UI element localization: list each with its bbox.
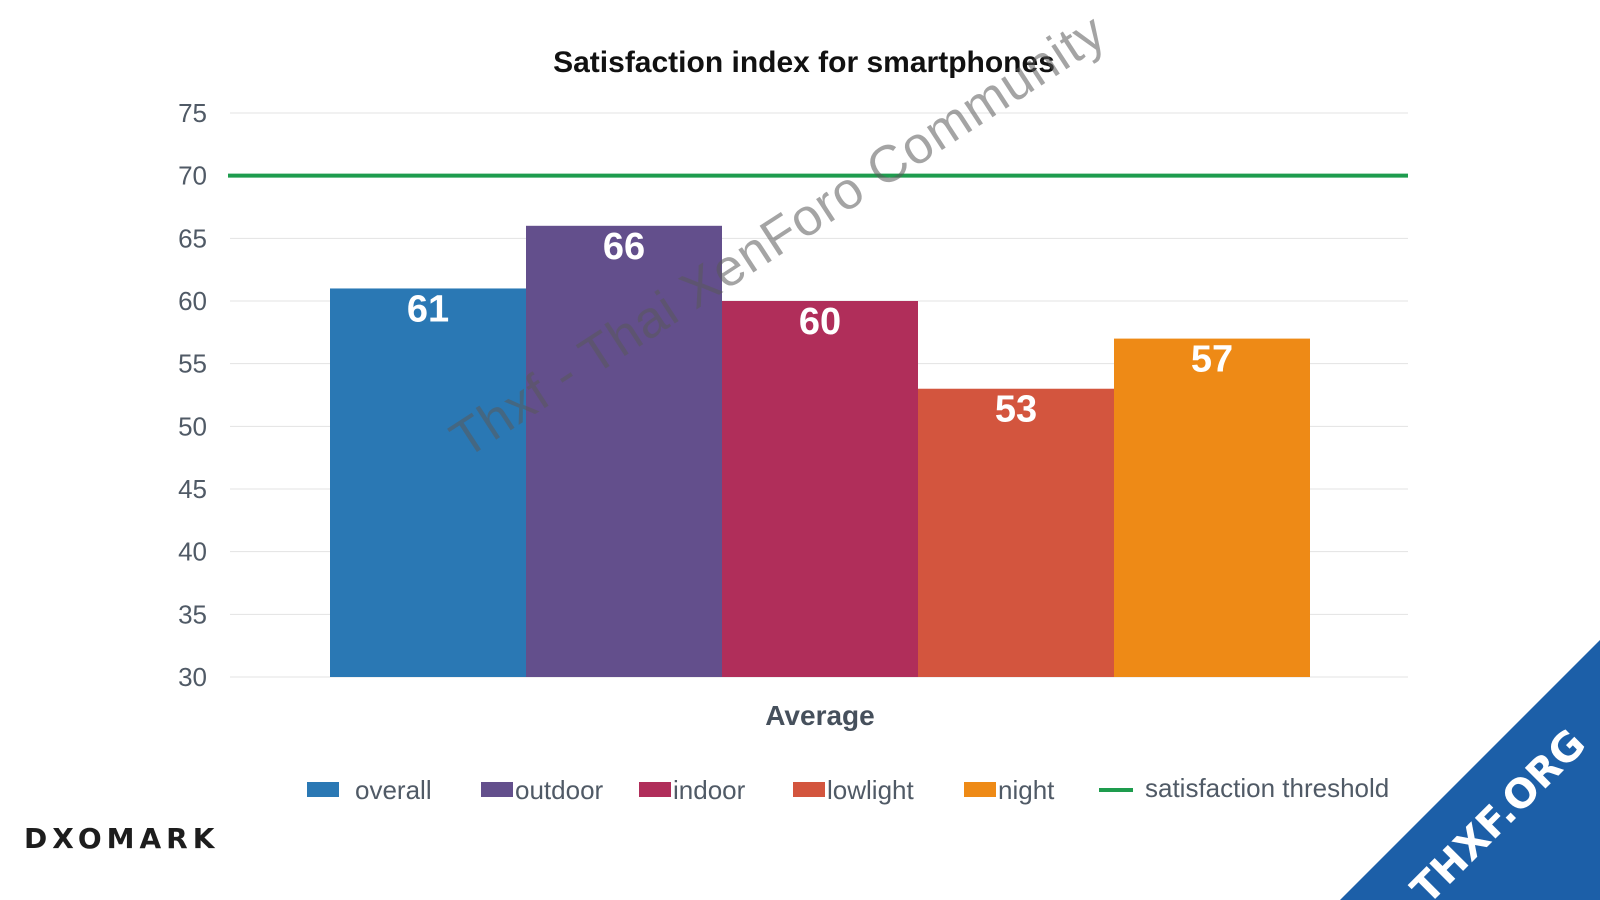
legend-swatch-overall xyxy=(307,782,339,797)
y-tick-label: 50 xyxy=(178,411,207,441)
dxomark-logo: DXOMARK xyxy=(24,822,220,855)
corner-badge-background xyxy=(1340,640,1600,900)
legend-swatch-indoor xyxy=(639,782,671,797)
y-tick-label: 55 xyxy=(178,349,207,379)
legend-swatch-outdoor xyxy=(481,782,513,797)
legend-label-threshold: satisfaction threshold xyxy=(1145,773,1389,803)
legend-swatch-night xyxy=(964,782,996,797)
legend-swatch-lowlight xyxy=(793,782,825,797)
chart-title: Satisfaction index for smartphones xyxy=(553,46,1055,79)
legend-label-overall: overall xyxy=(355,775,432,805)
legend-label-outdoor: outdoor xyxy=(515,775,604,805)
bar-night xyxy=(1114,338,1310,677)
legend-label-indoor: indoor xyxy=(673,775,746,805)
y-tick-label: 30 xyxy=(178,662,207,692)
thxf-corner-badge: THXF.ORG xyxy=(1340,640,1600,900)
bar-overall xyxy=(330,288,526,677)
data-label-overall: 61 xyxy=(407,288,449,330)
bar-lowlight xyxy=(918,388,1114,677)
y-tick-label: 45 xyxy=(178,474,207,504)
bar-indoor xyxy=(722,301,918,677)
y-tick-label: 40 xyxy=(178,537,207,567)
legend-label-night: night xyxy=(998,775,1055,805)
data-label-lowlight: 53 xyxy=(995,389,1037,431)
data-label-indoor: 60 xyxy=(799,301,841,343)
x-category-label: Average xyxy=(765,700,874,731)
y-tick-label: 75 xyxy=(178,98,207,128)
bar-outdoor xyxy=(526,225,722,678)
data-label-night: 57 xyxy=(1191,339,1233,381)
y-tick-label: 35 xyxy=(178,599,207,629)
y-tick-label: 70 xyxy=(178,161,207,191)
y-tick-label: 60 xyxy=(178,286,207,316)
legend-label-lowlight: lowlight xyxy=(827,775,914,805)
y-tick-label: 65 xyxy=(178,223,207,253)
data-label-outdoor: 66 xyxy=(603,226,645,268)
